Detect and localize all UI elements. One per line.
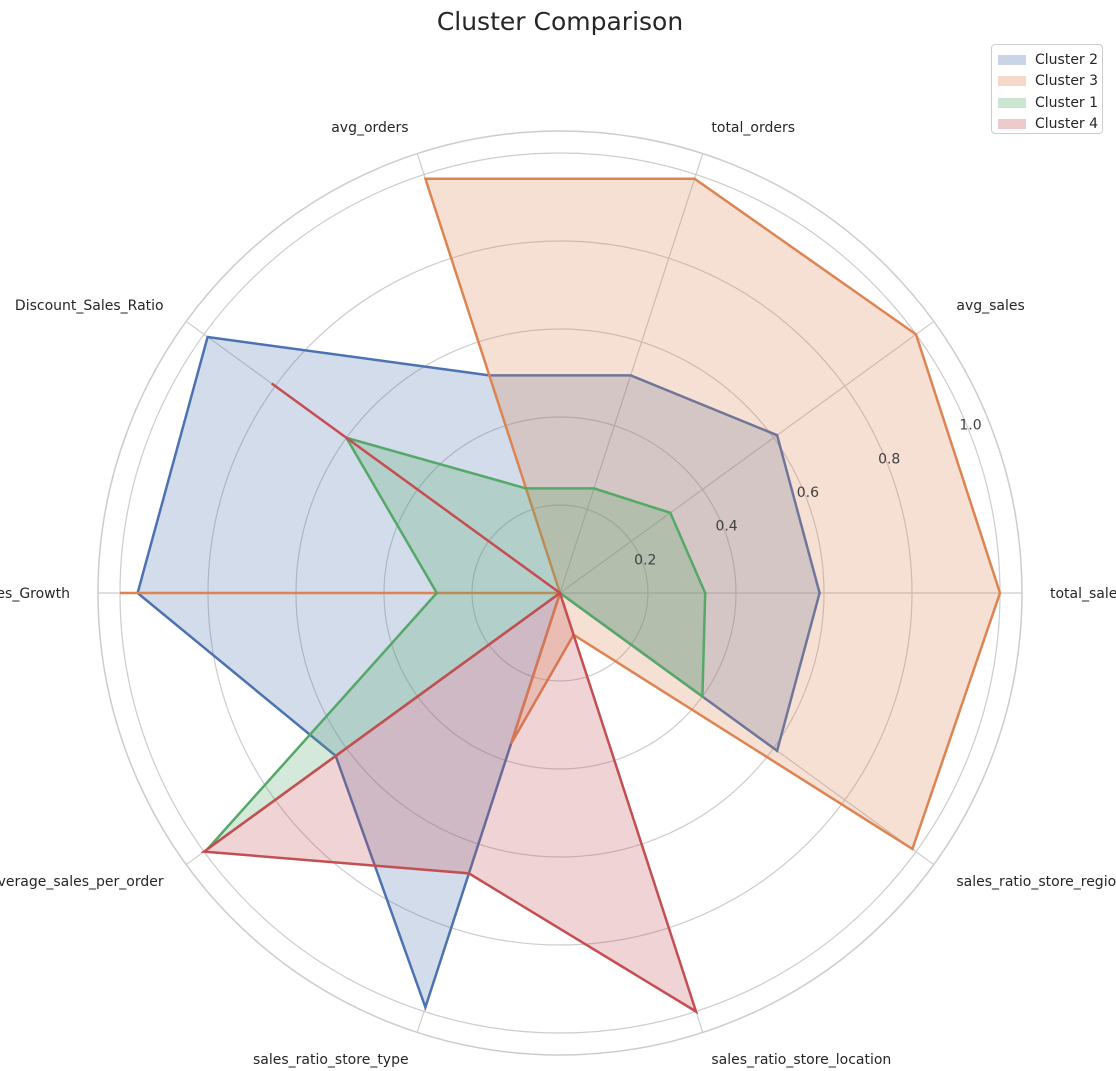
axis-label-Avg_Sales_Growth: Avg_Sales_Growth: [0, 586, 70, 602]
axis-label-avg_sales: avg_sales: [956, 298, 1024, 314]
legend-swatch: [998, 54, 1026, 65]
axis-label-sales_ratio_store_region: sales_ratio_store_region: [956, 874, 1116, 890]
radar-series: [120, 177, 1002, 1015]
chart-title: Cluster Comparison: [437, 7, 683, 36]
axis-label-total_orders: total_orders: [711, 120, 795, 136]
axis-labels: total_sales avg_sales total_orders avg_orde…: [0, 120, 1116, 1068]
legend-label: Cluster 3: [1035, 73, 1099, 90]
legend-item-2: Cluster 3: [998, 71, 1102, 93]
axis-label-average_sales_per_order: average_sales_per_order: [0, 874, 164, 890]
series-fill-2: [120, 178, 1000, 849]
spoke-total_orders: [559, 153, 704, 594]
axis-label-sales_ratio_store_location: sales_ratio_store_location: [711, 1052, 891, 1068]
tick-label-1.0: 1.0: [959, 418, 981, 434]
legend-label: Cluster 2: [1035, 51, 1099, 68]
legend-item-1: Cluster 2: [998, 49, 1102, 71]
legend-swatch: [998, 76, 1026, 87]
legend-item-4: Cluster 4: [998, 114, 1102, 136]
radial-tick-labels: 0.2 0.4 0.6 0.8 1.0: [634, 418, 981, 569]
axis-label-total_sales: total_sales: [1050, 586, 1116, 602]
tick-label-0.4: 0.4: [715, 519, 737, 535]
series-fill-4: [204, 383, 696, 1012]
series-line-3: [206, 435, 707, 851]
axis-label-Discount_Sales_Ratio: Discount_Sales_Ratio: [15, 298, 164, 314]
tick-label-0.2: 0.2: [634, 552, 656, 568]
axis-label-sales_ratio_store_type: sales_ratio_store_type: [253, 1052, 409, 1068]
series-line-2: [120, 177, 1002, 851]
legend-swatch: [998, 119, 1026, 130]
spoke-avg_sales: [559, 320, 935, 594]
legend-swatch: [998, 97, 1026, 108]
series-line-4: [200, 382, 699, 1015]
legend-label: Cluster 1: [1035, 94, 1099, 111]
axis-label-avg_orders: avg_orders: [331, 120, 408, 136]
tick-label-0.8: 0.8: [878, 451, 900, 467]
legend-label: Cluster 4: [1035, 116, 1099, 133]
chart-legend: Cluster 2 Cluster 3 Cluster 1 Cluster 4: [991, 44, 1103, 134]
tick-label-0.6: 0.6: [797, 485, 819, 501]
legend-item-3: Cluster 1: [998, 92, 1102, 114]
series-fill-1: [137, 337, 820, 1008]
series-fill-3: [207, 437, 706, 849]
